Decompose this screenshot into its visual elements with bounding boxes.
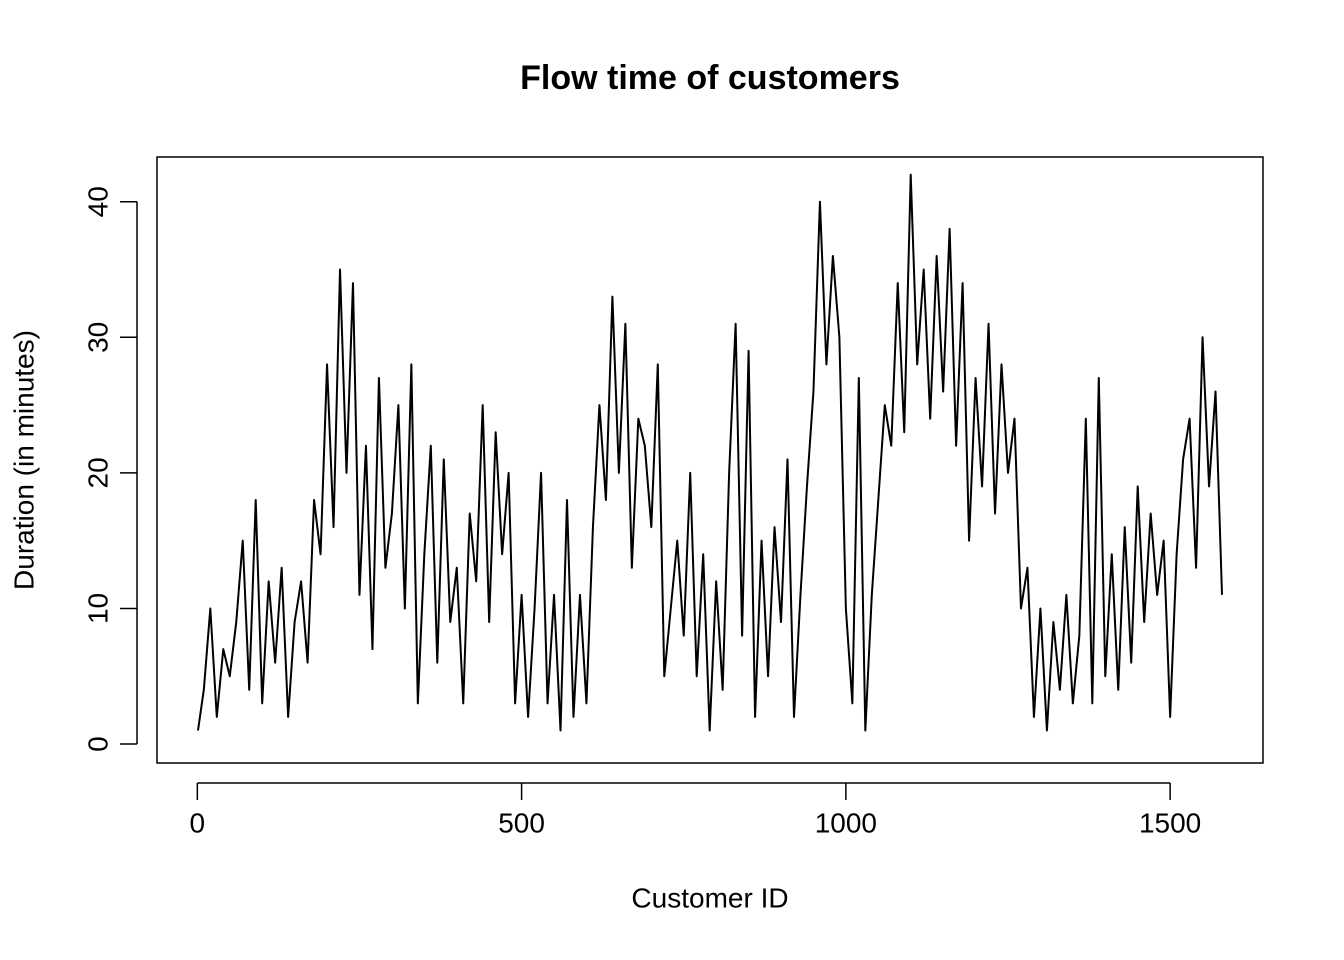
y-tick-label: 10 [82,593,113,624]
y-tick-label: 0 [82,736,113,752]
y-axis-label: Duration (in minutes) [8,330,39,590]
y-tick-label: 30 [82,322,113,353]
x-tick-label: 0 [190,807,206,838]
y-tick-label: 20 [82,457,113,488]
x-tick-label: 1500 [1139,807,1201,838]
x-tick-label: 500 [498,807,545,838]
x-axis-label: Customer ID [631,882,788,913]
data-line [196,173,1224,732]
chart-title: Flow time of customers [520,59,900,97]
y-tick-label: 40 [82,186,113,217]
x-tick-label: 1000 [815,807,877,838]
plot-box [156,156,1264,764]
